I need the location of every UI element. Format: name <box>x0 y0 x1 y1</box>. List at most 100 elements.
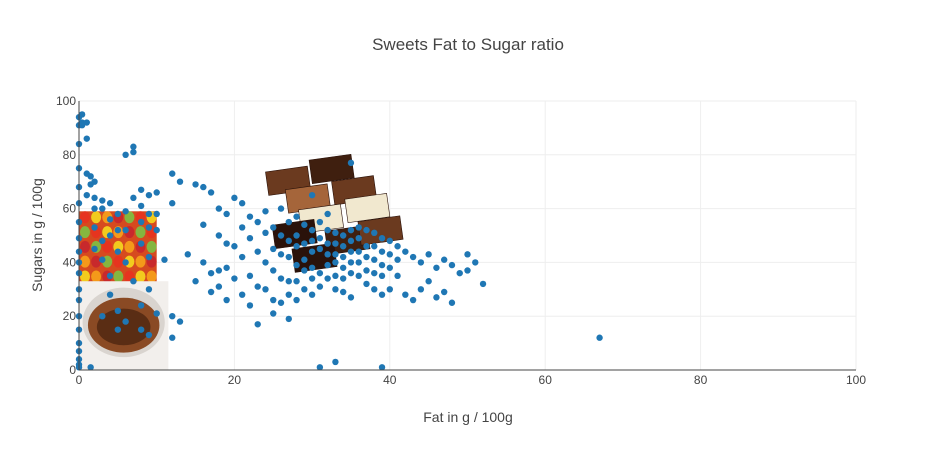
data-point <box>378 272 386 280</box>
data-point <box>402 291 409 298</box>
data-point <box>456 269 463 277</box>
data-point <box>145 191 153 199</box>
data-point <box>215 283 223 290</box>
data-point <box>246 213 254 220</box>
data-point <box>277 205 285 212</box>
data-point <box>301 267 308 274</box>
data-point <box>371 286 378 293</box>
data-point <box>246 234 254 242</box>
data-point <box>262 286 269 293</box>
data-point <box>200 259 207 266</box>
data-point <box>324 261 331 269</box>
data-point <box>137 186 145 193</box>
data-point <box>339 253 347 261</box>
data-point <box>378 364 386 371</box>
data-point <box>83 119 90 126</box>
data-point <box>308 275 316 282</box>
data-point <box>324 240 331 247</box>
data-point <box>137 302 145 309</box>
data-point <box>145 224 153 231</box>
data-point <box>215 232 223 239</box>
data-point <box>339 264 347 271</box>
data-point <box>169 170 176 177</box>
data-point <box>378 248 386 255</box>
data-point <box>270 245 277 253</box>
data-point <box>371 256 378 263</box>
data-point <box>99 197 106 204</box>
data-point <box>324 251 331 258</box>
data-point <box>200 221 207 228</box>
data-point <box>223 210 230 218</box>
data-point <box>293 232 300 239</box>
data-point <box>371 229 378 237</box>
data-point <box>301 256 308 263</box>
data-point <box>293 296 300 304</box>
data-point <box>254 248 261 255</box>
data-point <box>308 248 316 255</box>
y-axis-title: Sugars in g / 100g <box>29 178 45 292</box>
data-point <box>386 251 393 258</box>
data-point <box>254 321 261 328</box>
data-point <box>153 226 160 234</box>
data-point <box>262 229 269 237</box>
x-tick-label: 20 <box>228 373 242 387</box>
data-point <box>137 218 145 226</box>
data-point <box>91 205 98 212</box>
data-point <box>130 194 137 202</box>
data-point <box>293 213 300 220</box>
data-point <box>339 232 347 239</box>
data-point <box>301 286 308 293</box>
axes <box>78 101 856 371</box>
data-point <box>363 280 370 288</box>
data-point <box>308 237 316 245</box>
data-point <box>324 226 331 234</box>
chart-title: Sweets Fat to Sugar ratio <box>372 35 564 54</box>
y-tick-label: 60 <box>63 202 77 216</box>
data-point <box>308 264 316 271</box>
data-point <box>347 294 355 301</box>
data-point <box>464 251 471 258</box>
data-point <box>99 313 106 320</box>
x-tick-label: 0 <box>76 373 83 387</box>
data-point <box>270 310 277 317</box>
x-tick-label: 40 <box>383 373 397 387</box>
data-point <box>169 200 176 207</box>
data-point <box>270 296 277 304</box>
data-point <box>246 302 254 309</box>
data-point <box>169 313 176 320</box>
data-point <box>99 205 106 212</box>
data-point <box>293 278 300 285</box>
data-point <box>223 264 230 271</box>
data-point <box>122 318 129 325</box>
data-point <box>231 194 238 202</box>
data-point <box>215 267 223 274</box>
data-point <box>137 240 145 247</box>
data-point <box>363 267 370 274</box>
data-point <box>386 264 393 271</box>
data-point <box>169 334 176 341</box>
x-tick-label: 60 <box>539 373 553 387</box>
data-point <box>114 248 122 255</box>
grid-layer <box>78 100 857 371</box>
data-point <box>207 189 215 196</box>
data-point <box>137 202 145 210</box>
data-point <box>409 253 417 261</box>
data-point <box>238 253 246 261</box>
data-point <box>308 291 316 298</box>
data-point <box>425 251 432 258</box>
data-point <box>83 135 90 142</box>
data-point <box>355 248 362 255</box>
data-point <box>87 173 94 180</box>
data-point <box>231 275 238 282</box>
data-point <box>347 259 355 266</box>
data-point <box>145 253 153 261</box>
x-tick-label: 100 <box>846 373 866 387</box>
data-point <box>200 183 207 191</box>
data-point <box>378 261 386 269</box>
data-point <box>394 256 401 263</box>
y-tick-label: 80 <box>63 148 77 162</box>
data-point <box>87 364 94 371</box>
data-point <box>596 334 603 341</box>
data-point <box>479 280 487 288</box>
